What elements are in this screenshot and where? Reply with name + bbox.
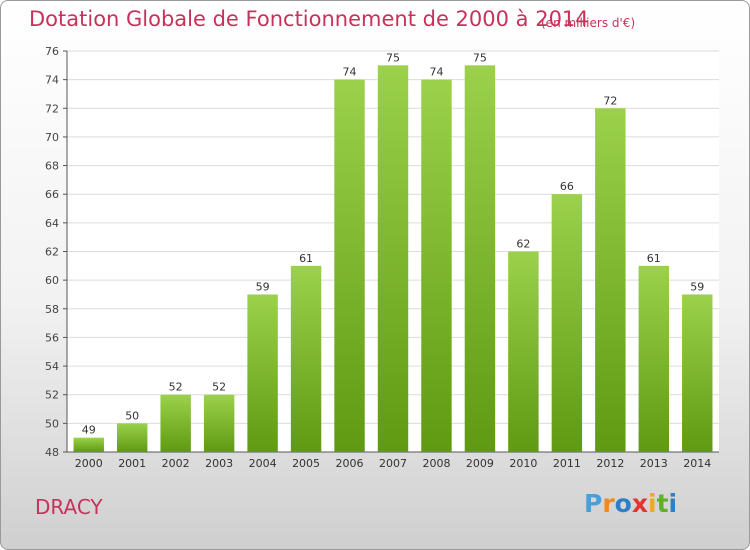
x-tick-label: 2008 bbox=[422, 457, 450, 470]
bar-2002 bbox=[160, 394, 191, 452]
y-tick-label: 58 bbox=[45, 303, 59, 316]
y-tick-label: 68 bbox=[45, 160, 59, 173]
bar-value-label: 52 bbox=[212, 381, 226, 394]
y-tick-label: 54 bbox=[45, 360, 59, 373]
bar-2006 bbox=[334, 79, 365, 453]
bar-value-label: 75 bbox=[473, 51, 487, 64]
logo-letter: x bbox=[631, 489, 648, 518]
bar-value-label: 61 bbox=[299, 252, 313, 265]
x-tick-label: 2007 bbox=[379, 457, 407, 470]
y-tick-label: 70 bbox=[45, 131, 59, 144]
bar-value-label: 49 bbox=[82, 424, 96, 437]
x-tick-label: 2011 bbox=[553, 457, 581, 470]
bar-value-label: 52 bbox=[169, 381, 183, 394]
logo-letter: P bbox=[584, 489, 603, 518]
x-tick-label: 2013 bbox=[640, 457, 668, 470]
logo-letter: i bbox=[648, 489, 657, 518]
x-tick-label: 2010 bbox=[509, 457, 537, 470]
y-tick-label: 62 bbox=[45, 246, 59, 259]
x-tick-label: 2014 bbox=[683, 457, 711, 470]
bar-value-label: 74 bbox=[343, 66, 357, 79]
y-tick-label: 56 bbox=[45, 331, 59, 344]
chart-title: Dotation Globale de Fonctionnement de 20… bbox=[29, 7, 589, 31]
bar-2011 bbox=[551, 194, 583, 452]
bar-value-label: 59 bbox=[690, 280, 704, 293]
bar-value-label: 74 bbox=[429, 66, 443, 79]
bar-2001 bbox=[116, 423, 148, 452]
y-tick-label: 66 bbox=[45, 188, 59, 201]
place-name: DRACY bbox=[35, 495, 103, 519]
bar-2004 bbox=[247, 294, 278, 452]
chart-unit-note: (en milliers d'€) bbox=[541, 16, 636, 30]
bar-2014 bbox=[682, 294, 713, 452]
logo-letter: o bbox=[614, 489, 632, 518]
x-tick-label: 2004 bbox=[249, 457, 277, 470]
bar-value-label: 62 bbox=[516, 238, 530, 251]
bar-value-label: 75 bbox=[386, 51, 400, 64]
x-tick-label: 2001 bbox=[118, 457, 146, 470]
y-tick-label: 52 bbox=[45, 389, 59, 402]
logo-letter: i bbox=[668, 489, 678, 518]
y-tick-label: 74 bbox=[45, 74, 59, 87]
bar-value-label: 66 bbox=[560, 180, 574, 193]
bar-2009 bbox=[464, 65, 496, 453]
y-tick-label: 76 bbox=[45, 45, 59, 58]
x-tick-label: 2005 bbox=[292, 457, 320, 470]
y-tick-label: 72 bbox=[45, 102, 59, 115]
bars bbox=[73, 65, 713, 453]
x-tick-label: 2000 bbox=[75, 457, 103, 470]
y-tick-label: 64 bbox=[45, 217, 59, 230]
labels: 48 50 52 54 56 58 60 62 64 66 68 70 72 74 76 49 2000 50 20… bbox=[45, 45, 711, 470]
proxiti-logo: Proxiti bbox=[584, 489, 677, 518]
bar-value-label: 50 bbox=[125, 409, 139, 422]
x-tick-label: 2012 bbox=[596, 457, 624, 470]
x-tick-label: 2003 bbox=[205, 457, 233, 470]
y-tick-label: 60 bbox=[45, 274, 59, 287]
bar-value-label: 61 bbox=[647, 252, 661, 265]
logo-letter: r bbox=[602, 489, 615, 518]
bar-2005 bbox=[290, 265, 322, 452]
x-tick-label: 2002 bbox=[162, 457, 190, 470]
bar-2000 bbox=[73, 437, 104, 452]
y-tick-label: 50 bbox=[45, 417, 59, 430]
bar-value-label: 59 bbox=[256, 280, 270, 293]
bar-2013 bbox=[638, 265, 670, 452]
x-tick-label: 2006 bbox=[336, 457, 364, 470]
bar-2008 bbox=[421, 79, 452, 453]
x-tick-label: 2009 bbox=[466, 457, 494, 470]
y-tick-label: 48 bbox=[45, 446, 59, 459]
logo-letter: t bbox=[656, 489, 669, 518]
bar-value-label: 72 bbox=[603, 94, 617, 107]
bar-2012 bbox=[595, 108, 626, 453]
bar-2003 bbox=[203, 394, 235, 452]
bar-2010 bbox=[508, 251, 539, 452]
bar-2007 bbox=[377, 65, 409, 453]
